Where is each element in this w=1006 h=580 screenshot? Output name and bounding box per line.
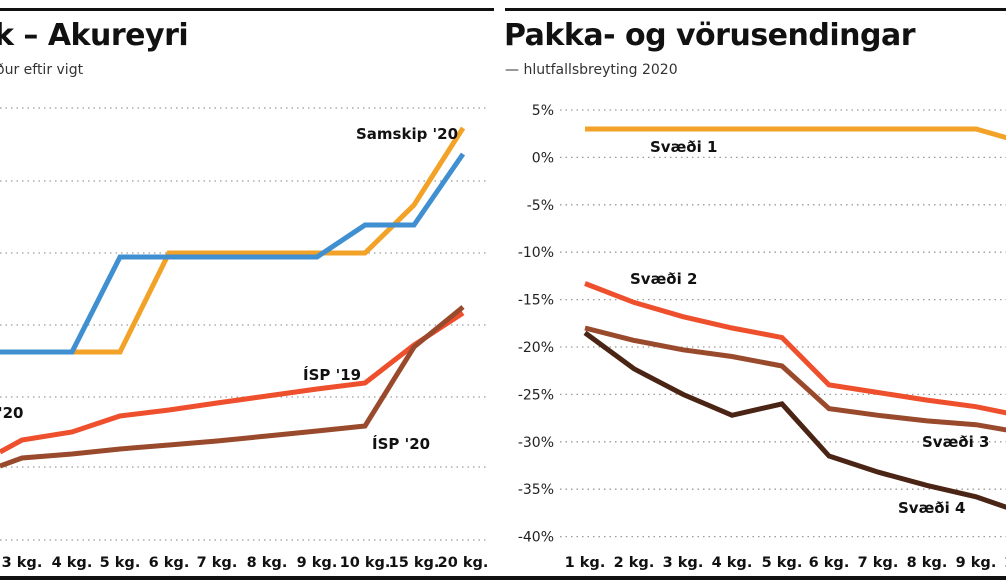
left-x-tick-label: 15 kg. <box>389 555 440 571</box>
left-x-tick-label: 3 kg. <box>2 555 43 571</box>
left-series-label: '20 <box>0 404 23 422</box>
left-chart-title: k – Akureyri <box>0 18 189 53</box>
left-series-label: Samskip '20 <box>356 125 458 143</box>
left-x-tick-label: 20 kg. <box>438 555 489 571</box>
right-x-tick-label: 7 kg. <box>858 555 899 571</box>
right-y-tick-label: -40% <box>518 530 554 546</box>
left-series-line <box>0 310 465 455</box>
left-series-line <box>0 305 465 469</box>
right-y-tick-label: 0% <box>532 150 554 166</box>
right-y-tick-label: -25% <box>518 387 554 403</box>
left-x-tick-label: 9 kg. <box>297 555 338 571</box>
left-series-line <box>0 152 466 355</box>
right-chart-panel: Pakka- og vörusendingar — hlutfallsbreyt… <box>500 0 1006 580</box>
left-series-label: ÍSP '19 <box>303 365 361 384</box>
left-series-line <box>0 126 466 355</box>
panel-divider <box>496 0 500 580</box>
right-x-tick-label: 1 kg. <box>565 555 606 571</box>
right-chart-title: Pakka- og vörusendingar <box>504 18 916 53</box>
left-x-tick-label: 6 kg. <box>149 555 190 571</box>
right-x-tick-label: 1 <box>1004 555 1006 571</box>
right-series-label: Svæði 2 <box>630 270 697 288</box>
left-x-tick-label: 8 kg. <box>247 555 288 571</box>
right-top-rule <box>505 8 1006 11</box>
right-y-tick-label: -15% <box>518 293 554 309</box>
right-y-tick-label: -5% <box>527 198 554 214</box>
right-series-label: Svæði 1 <box>650 138 717 156</box>
right-series-label: Svæði 3 <box>922 433 989 451</box>
right-y-tick-label: -10% <box>518 245 554 261</box>
right-series-label: Svæði 4 <box>898 499 965 517</box>
left-chart-plot: 3 kg. 4 kg. 5 kg. 6 kg. 7 kg. 8 kg. 9 kg. 10 kg… <box>0 107 489 571</box>
right-x-tick-label: 9 kg. <box>956 555 997 571</box>
right-x-tick-label: 6 kg. <box>809 555 850 571</box>
left-x-tick-label: 10 kg. <box>340 555 391 571</box>
right-series-line <box>584 325 1006 433</box>
right-x-tick-label: 2 kg. <box>614 555 655 571</box>
left-x-tick-label: 7 kg. <box>197 555 238 571</box>
bottom-rule <box>0 576 1006 580</box>
right-series-line <box>585 126 1006 141</box>
left-chart-subtitle: ður eftir vigt <box>0 62 84 78</box>
left-top-rule <box>0 8 494 11</box>
right-chart-subtitle: — hlutfallsbreyting 2020 <box>505 62 678 78</box>
right-chart-plot: 5% 0% -5% -10% -15% -20% -25% -30% -35% -40% 1 kg.… <box>518 103 1006 571</box>
left-chart-panel: k – Akureyri ður eftir vigt 3 kg. 4 kg. 5 … <box>0 0 494 580</box>
left-x-tick-label: 4 kg. <box>52 555 93 571</box>
left-x-tick-label: 5 kg. <box>100 555 141 571</box>
right-y-tick-label: -35% <box>518 482 554 498</box>
right-y-tick-label: -20% <box>518 340 554 356</box>
left-series-label: ÍSP '20 <box>372 434 430 453</box>
right-y-tick-label: 5% <box>532 103 554 119</box>
right-x-tick-label: 3 kg. <box>663 555 704 571</box>
right-series-line <box>584 281 1006 416</box>
right-y-tick-label: -30% <box>518 435 554 451</box>
right-x-tick-label: 8 kg. <box>907 555 948 571</box>
right-x-tick-label: 4 kg. <box>712 555 753 571</box>
right-series-line <box>583 330 1006 510</box>
right-x-tick-label: 5 kg. <box>762 555 803 571</box>
